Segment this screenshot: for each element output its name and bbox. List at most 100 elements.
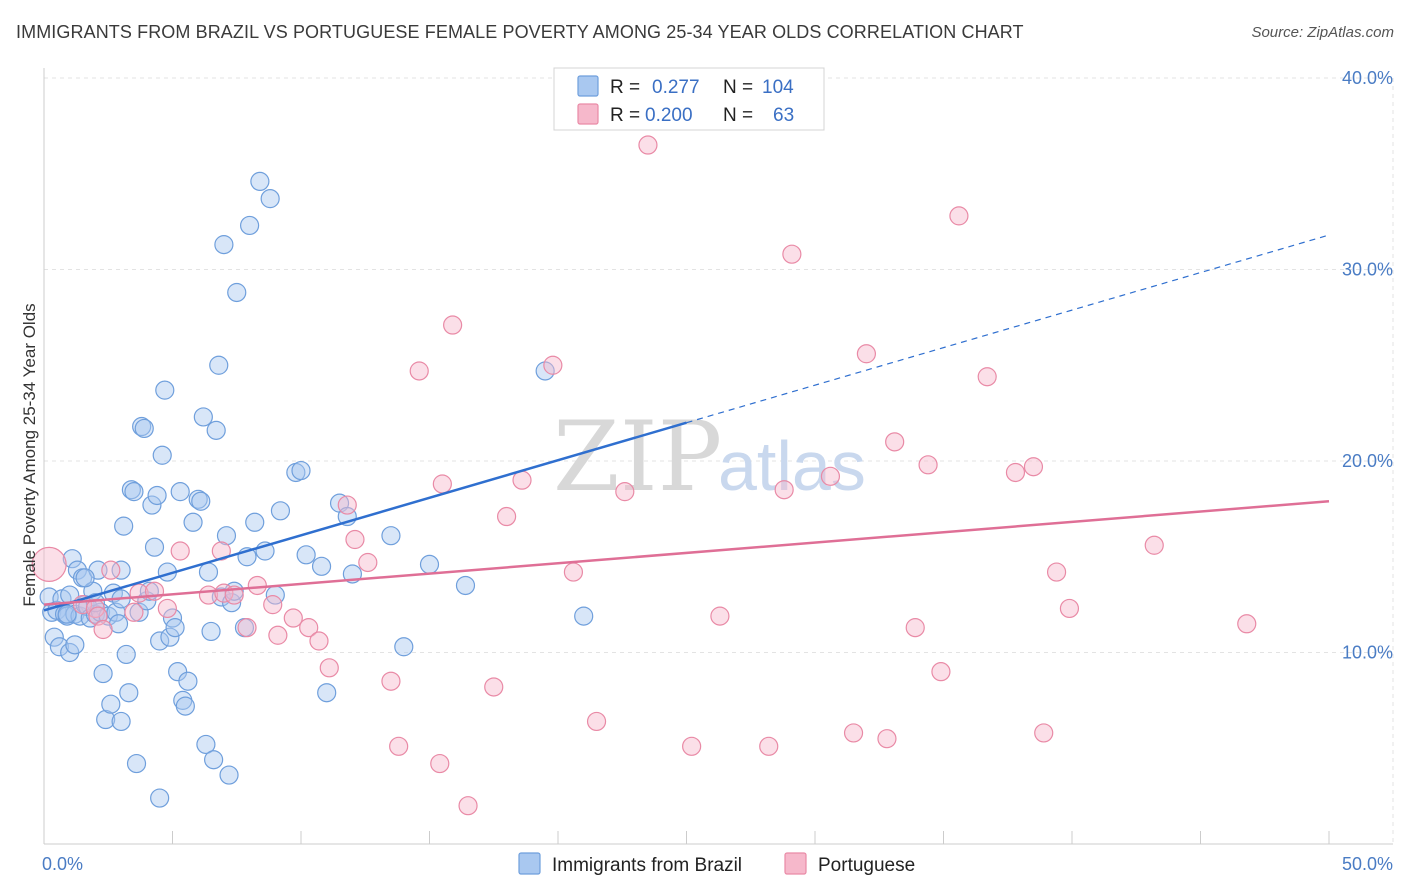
point-1-52: [918, 455, 938, 475]
tick-labels: 10.0% 20.0% 30.0% 40.0% 0.0% 50.0%: [42, 68, 1393, 874]
point-0-80: [250, 171, 270, 192]
point-0-68: [209, 355, 229, 375]
point-0-96: [455, 575, 476, 596]
point-0-46: [150, 631, 170, 651]
trend-line-1: [43, 499, 1330, 606]
point-0-53: [165, 618, 185, 638]
point-1-40: [638, 135, 658, 155]
point-1-34: [497, 506, 517, 527]
point-1-38: [586, 711, 607, 732]
point-1-42: [710, 606, 730, 626]
point-0-87: [296, 545, 316, 565]
legend-n-label-portuguese: N =: [723, 105, 753, 126]
point-0-59: [183, 512, 203, 532]
point-1-9: [157, 598, 177, 619]
point-0-47: [150, 788, 170, 808]
legend-n-value-brazil: 104: [762, 77, 794, 98]
point-1-18: [268, 625, 288, 645]
point-1-46: [820, 466, 841, 486]
watermark-zip: ZIP: [553, 401, 722, 513]
point-0-93: [381, 526, 401, 546]
point-1-43: [759, 736, 779, 756]
bottom-legend-swatch-portuguese: [784, 852, 807, 875]
point-0-33: [116, 644, 136, 665]
point-0-37: [126, 753, 147, 774]
point-0-61: [191, 491, 211, 511]
point-1-19: [283, 608, 303, 628]
point-0-48: [152, 445, 172, 465]
point-0-58: [178, 671, 198, 691]
point-1-50: [885, 432, 905, 452]
y-tick-label-2: 30.0%: [1342, 260, 1393, 280]
point-0-32: [114, 516, 134, 536]
point-0-62: [193, 407, 213, 427]
point-0-54: [168, 662, 188, 682]
point-0-24: [96, 709, 116, 730]
point-1-33: [484, 677, 504, 697]
point-0-86: [291, 460, 311, 481]
point-1-57: [1023, 457, 1044, 477]
point-0-78: [240, 215, 260, 236]
point-0-12: [65, 635, 85, 655]
legend-swatch-brazil: [577, 75, 599, 97]
point-1-15: [237, 618, 257, 638]
series-0: [39, 171, 594, 808]
point-1-36: [543, 355, 563, 375]
point-0-4: [49, 637, 70, 657]
point-1-54: [949, 206, 969, 226]
x-tick-label-0: 0.0%: [42, 854, 83, 874]
legend-r-label-portuguese: R =: [610, 105, 640, 126]
point-0-89: [317, 683, 337, 703]
legend-r-value-portuguese: 0.200: [645, 105, 693, 126]
point-1-8: [144, 581, 165, 601]
point-1-62: [1237, 614, 1257, 634]
point-0-97: [535, 361, 555, 381]
point-0-63: [196, 734, 216, 755]
trend-extension-0: [686, 234, 1330, 424]
point-1-59: [1046, 562, 1067, 582]
point-1-31: [443, 315, 463, 335]
point-1-20: [299, 618, 319, 638]
point-0-38: [129, 602, 149, 622]
point-1-49: [877, 729, 897, 749]
point-1-27: [389, 736, 409, 756]
trend-line-0: [43, 421, 687, 612]
point-0-101: [75, 568, 95, 588]
point-1-12: [211, 541, 231, 561]
point-0-40: [134, 418, 154, 439]
point-0-43: [142, 495, 162, 515]
point-0-102: [57, 604, 77, 624]
legend-swatch-portuguese: [577, 103, 599, 125]
point-0-94: [394, 637, 414, 657]
y-tick-label-0: 10.0%: [1342, 643, 1393, 663]
legend-n-label-brazil: N =: [723, 77, 753, 98]
point-1-61: [1144, 535, 1164, 555]
point-0-98: [574, 606, 594, 626]
point-1-17: [263, 595, 283, 615]
point-0-71: [216, 526, 237, 546]
point-0-36: [124, 482, 144, 502]
point-0-82: [260, 189, 280, 209]
point-0-31: [111, 711, 131, 732]
point-1-60: [1059, 598, 1080, 619]
point-0-84: [270, 501, 291, 521]
point-1-45: [782, 244, 802, 264]
watermark: ZIP atlas: [553, 401, 866, 513]
point-1-23: [337, 495, 357, 515]
bottom-legend-swatch-brazil: [518, 852, 541, 875]
legend-r-label-brazil: R =: [610, 77, 640, 98]
point-0-88: [311, 556, 332, 576]
point-1-41: [682, 736, 702, 756]
point-0-26: [101, 694, 121, 714]
point-1-5: [101, 560, 121, 580]
point-1-26: [381, 671, 401, 691]
point-0-95: [419, 554, 440, 575]
point-0-67: [206, 420, 226, 440]
point-1-39: [615, 482, 635, 502]
point-1-47: [843, 723, 864, 743]
bottom-legend-label-portuguese: Portuguese: [818, 855, 915, 876]
y-tick-label-1: 20.0%: [1342, 451, 1393, 471]
bottom-legend-label-brazil: Immigrants from Brazil: [552, 855, 742, 876]
point-0-23: [93, 663, 113, 684]
point-1-55: [977, 367, 997, 387]
